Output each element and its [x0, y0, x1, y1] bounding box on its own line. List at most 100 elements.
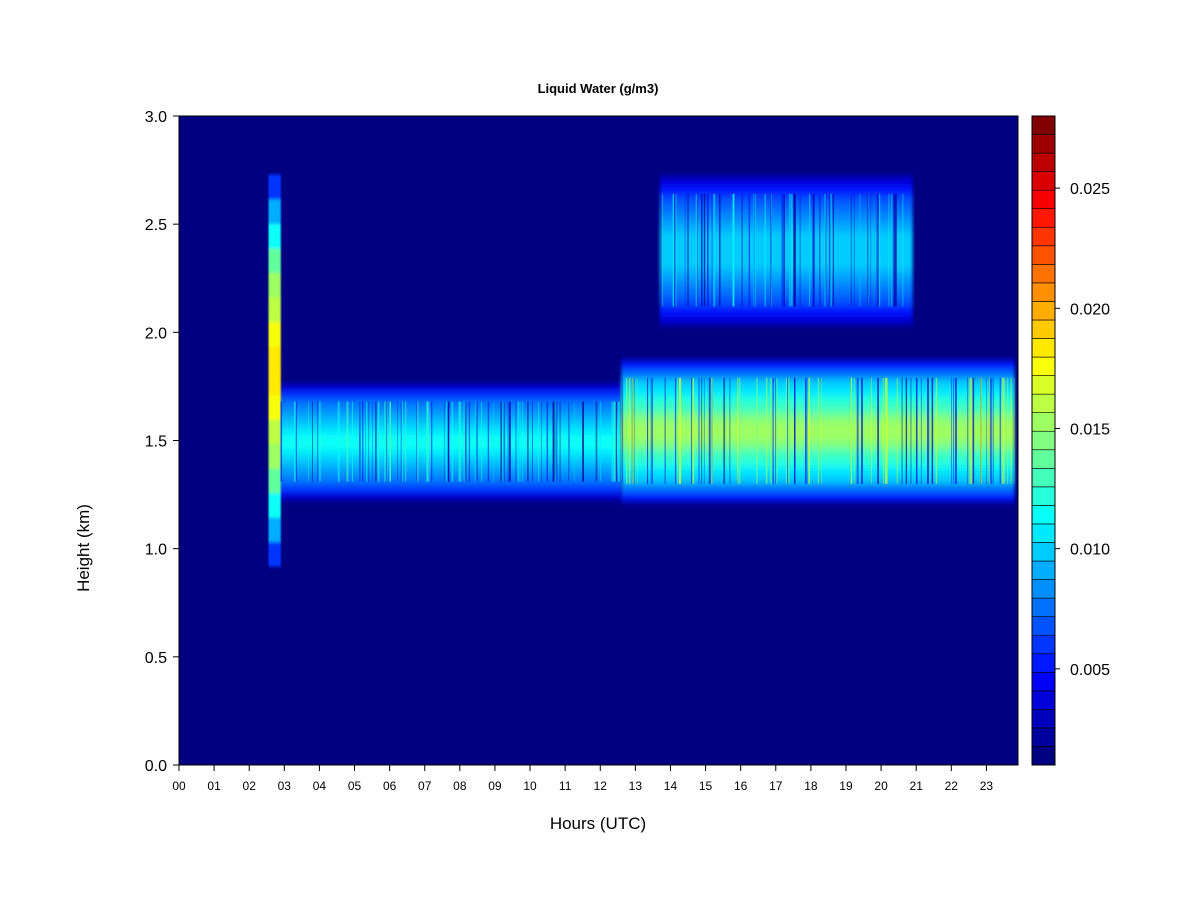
y-tick-label: 2.0 — [145, 325, 167, 342]
heatmap-streak — [552, 401, 555, 482]
heatmap-streak — [1002, 377, 1003, 484]
colorbar-swatch — [1031, 226, 1056, 247]
heatmap-streak — [895, 193, 897, 307]
heatmap-streak — [789, 193, 791, 307]
heatmap-cell — [279, 420, 622, 428]
heatmap-streak — [463, 401, 465, 482]
heatmap-streak — [626, 377, 628, 484]
heatmap-streak — [825, 193, 827, 307]
heatmap-cell — [279, 448, 622, 457]
x-tick-label: 08 — [453, 779, 467, 793]
heatmap-streak — [280, 401, 283, 482]
heatmap-streak — [426, 401, 429, 482]
heatmap-cell — [268, 198, 281, 224]
heatmap-streak — [920, 377, 922, 484]
heatmap-streak — [400, 401, 402, 482]
heatmap-streak — [527, 401, 529, 482]
x-tick-label: 07 — [418, 779, 432, 793]
heatmap-streak — [861, 377, 863, 484]
heatmap-streak — [951, 377, 952, 484]
heatmap-cell — [659, 213, 913, 224]
heatmap-streak — [451, 401, 453, 482]
heatmap-streak — [749, 193, 751, 307]
heatmap-cell — [268, 296, 281, 322]
x-tick-label: 20 — [874, 779, 888, 793]
heatmap-streak — [377, 401, 380, 482]
heatmap-cell — [279, 484, 622, 493]
colorbar-swatch — [1031, 319, 1056, 339]
heatmap-streak — [634, 377, 636, 484]
heatmap-streak — [556, 401, 558, 482]
colorbar: 0.005 0.010 0.015 0.020 0.025 — [1031, 115, 1110, 766]
heatmap-streak — [515, 401, 517, 482]
colorbar-swatch — [1031, 671, 1056, 692]
heatmap-streak — [824, 193, 826, 307]
heatmap-streak — [337, 401, 340, 482]
heatmap-streak — [928, 377, 930, 484]
heatmap-streak — [573, 401, 575, 482]
heatmap-streak — [397, 401, 398, 482]
heatmap-streak — [850, 377, 852, 484]
heatmap-streak — [787, 377, 790, 484]
heatmap-streak — [468, 401, 471, 482]
x-tick-label: 12 — [594, 779, 608, 793]
heatmap-cell — [268, 541, 281, 567]
heatmap-streak — [818, 377, 819, 484]
heatmap-streak — [891, 193, 893, 307]
y-axis: 0.0 0.5 1.0 1.5 2.0 2.5 3.0 — [145, 109, 179, 775]
heatmap-streak — [828, 193, 831, 307]
heatmap-streak — [770, 193, 772, 307]
heatmap-streak — [783, 193, 785, 307]
colorbar-swatch — [1031, 152, 1056, 172]
x-tick-label: 09 — [488, 779, 502, 793]
heatmap-streak — [508, 401, 511, 482]
heatmap-streak — [319, 401, 321, 482]
heatmap-streak — [428, 401, 430, 482]
heatmap-streak — [687, 193, 689, 307]
heatmap-streak — [503, 401, 505, 482]
colorbar-swatch — [1031, 115, 1056, 135]
heatmap-streak — [821, 377, 822, 484]
heatmap-streak — [647, 377, 649, 484]
heatmap-cell — [268, 394, 281, 420]
x-tick-label: 18 — [804, 779, 818, 793]
heatmap-streak — [935, 377, 938, 484]
heatmap-streak — [459, 401, 462, 482]
heatmap-streak — [799, 193, 801, 307]
colorbar-swatch — [1031, 597, 1056, 617]
x-tick-label: 02 — [243, 779, 257, 793]
heatmap-cell — [268, 321, 281, 347]
cloud-layer — [659, 176, 913, 325]
heatmap-streak — [711, 193, 713, 307]
heatmap-streak — [568, 401, 570, 482]
y-tick-label: 0.0 — [145, 758, 167, 775]
heatmap-streak — [517, 401, 520, 482]
heatmap-streak — [990, 377, 992, 484]
heatmap-streak — [1010, 377, 1012, 484]
heatmap-streak — [703, 377, 705, 484]
heatmap-streak — [723, 377, 726, 484]
heatmap-streak — [710, 377, 712, 484]
heatmap-streak — [359, 401, 361, 482]
heatmap-streak — [634, 377, 635, 484]
heatmap-streak — [896, 377, 898, 484]
heatmap-streak — [737, 377, 739, 484]
heatmap-streak — [375, 401, 377, 482]
heatmap-streak — [691, 377, 693, 484]
heatmap-streak — [867, 193, 869, 307]
heatmap-cell — [659, 286, 913, 297]
heatmap-streak — [956, 377, 957, 484]
colorbar-swatch — [1031, 449, 1056, 469]
heatmap-cell — [268, 345, 281, 371]
x-tick-label: 03 — [278, 779, 292, 793]
heatmap-cell — [268, 419, 281, 445]
heatmap-streak — [787, 377, 789, 484]
heatmap-streak — [861, 377, 863, 484]
heatmap-streak — [805, 377, 807, 484]
x-tick-label: 06 — [383, 779, 397, 793]
heatmap-streak — [651, 377, 653, 484]
colorbar-swatch — [1031, 468, 1056, 488]
heatmap-streak — [308, 401, 309, 482]
heatmap-streak — [870, 193, 872, 307]
heatmap-streak — [559, 401, 561, 482]
